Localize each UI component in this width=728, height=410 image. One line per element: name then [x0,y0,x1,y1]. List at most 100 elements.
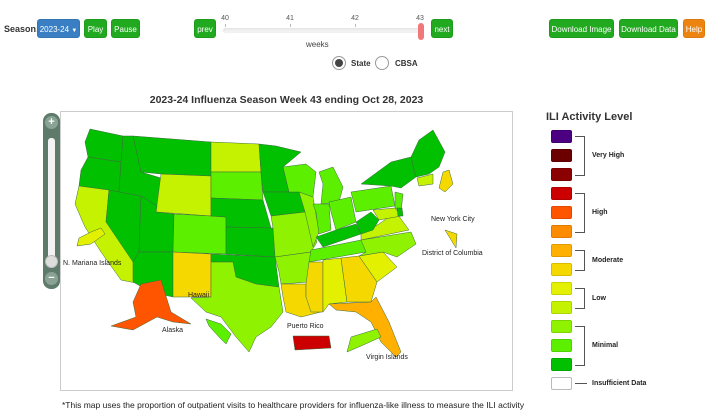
legend-swatch-level-6 [551,263,572,276]
legend-title: ILI Activity Level [546,111,633,123]
legend-bracket [575,136,585,176]
caret-down-icon: ▼ [71,28,78,34]
territory-hawaii[interactable] [205,318,232,345]
state-oh[interactable] [328,196,357,231]
state-de[interactable] [396,207,404,217]
slider-tick-label: 41 [286,15,294,22]
legend-swatch-level-11 [551,168,572,181]
legend-label-high: High [592,209,608,216]
season-selected: 2023-24 [39,25,70,34]
slider-axis-label: weeks [306,40,329,49]
cbsa-radio-label: CBSA [395,59,418,68]
zoom-slider-handle[interactable] [45,255,58,268]
legend-bracket [575,326,585,366]
state-wv[interactable] [355,211,380,235]
map-title: 2023-24 Influenza Season Week 43 ending … [149,94,424,106]
zoom-out-button[interactable]: − [45,272,58,285]
download-data-button[interactable]: Download Data [619,19,678,38]
zoom-in-button[interactable]: + [45,116,58,129]
legend-label-insufficient: Insufficient Data [592,380,647,387]
legend-swatch-insufficient [551,377,572,390]
legend-swatch-level-1 [551,358,572,371]
map-canvas[interactable]: N. Mariana Islands Hawaii Alaska Puerto … [60,111,513,391]
us-choropleth-map[interactable] [61,112,514,392]
legend-bracket [575,193,585,233]
state-mi[interactable] [318,166,344,205]
legend-swatch-level-9 [551,206,572,219]
state-ky[interactable] [315,223,362,248]
season-dropdown[interactable]: 2023-24 ▼ [37,19,80,38]
state-mt[interactable] [132,135,212,177]
region-nyc[interactable] [438,169,454,193]
legend-swatch-level-8 [551,225,572,238]
label-dc: District of Columbia [422,250,483,257]
state-nc[interactable] [358,231,417,258]
state-radio[interactable] [332,56,346,70]
state-ny[interactable] [360,156,417,189]
state-new-england[interactable] [410,129,446,178]
legend-swatch-level-13 [551,130,572,143]
state-ct-ri[interactable] [416,173,434,187]
legend-label-moderate: Moderate [592,257,624,264]
state-nd[interactable] [210,141,262,173]
label-hawaii: Hawaii [188,292,210,299]
download-image-button[interactable]: Download Image [549,19,614,38]
legend-swatch-level-7 [551,244,572,257]
state-al[interactable] [322,257,348,313]
pause-button[interactable]: Pause [111,19,140,38]
legend-swatch-level-2 [551,339,572,352]
slider-tick [225,24,226,27]
zoom-slider-track[interactable] [48,138,55,268]
state-radio-label: State [351,59,371,68]
slider-tick [355,24,356,27]
slider-tick-label: 40 [221,15,229,22]
state-sd[interactable] [210,171,264,201]
label-n-mariana: N. Mariana Islands [63,260,122,267]
territory-alaska[interactable] [110,279,192,331]
state-pa[interactable] [350,185,396,213]
region-dc[interactable] [444,229,458,249]
label-virgin-islands: Virgin Islands [366,354,408,361]
state-wa[interactable] [84,128,124,163]
next-week-button[interactable]: next [431,19,453,38]
slider-track[interactable] [223,28,421,33]
legend-swatch-level-12 [551,149,572,162]
legend-swatch-level-4 [551,301,572,314]
slider-tick-label: 42 [351,15,359,22]
legend-bracket [575,288,585,309]
state-ar[interactable] [274,251,312,285]
label-nyc: New York City [431,216,475,223]
legend-swatch-level-3 [551,320,572,333]
cbsa-radio[interactable] [375,56,389,70]
state-ks[interactable] [225,226,276,258]
season-label: Season: [4,24,40,34]
help-button[interactable]: Help [683,19,705,38]
state-co[interactable] [172,213,227,255]
label-puerto-rico: Puerto Rico [287,323,324,330]
slider-handle[interactable] [418,23,424,40]
week-slider[interactable]: 40 41 42 43 [221,0,424,50]
legend-connector [575,383,587,384]
play-button[interactable]: Play [84,19,107,38]
state-in[interactable] [312,203,332,235]
map-zoom-control[interactable]: + − [43,113,60,289]
territory-virgin-islands[interactable] [346,328,382,353]
state-nm[interactable] [172,251,212,298]
state-tx[interactable] [190,261,284,353]
state-va[interactable] [360,211,410,241]
state-wy[interactable] [155,173,212,217]
territory-n-mariana[interactable] [76,227,106,247]
state-fl[interactable] [328,296,402,358]
territory-puerto-rico[interactable] [292,335,332,351]
slider-tick [290,24,291,27]
state-ms[interactable] [305,261,324,313]
legend-label-minimal: Minimal [592,342,619,349]
legend-bracket [575,250,585,271]
legend-swatch-level-5 [551,282,572,295]
footnote: *This map uses the proportion of outpati… [62,400,525,410]
prev-week-button[interactable]: prev [194,19,216,38]
slider-tick-label: 43 [416,15,424,22]
legend-label-very-high: Very High [592,152,625,159]
state-ia[interactable] [262,191,306,217]
state-ga[interactable] [340,255,378,303]
